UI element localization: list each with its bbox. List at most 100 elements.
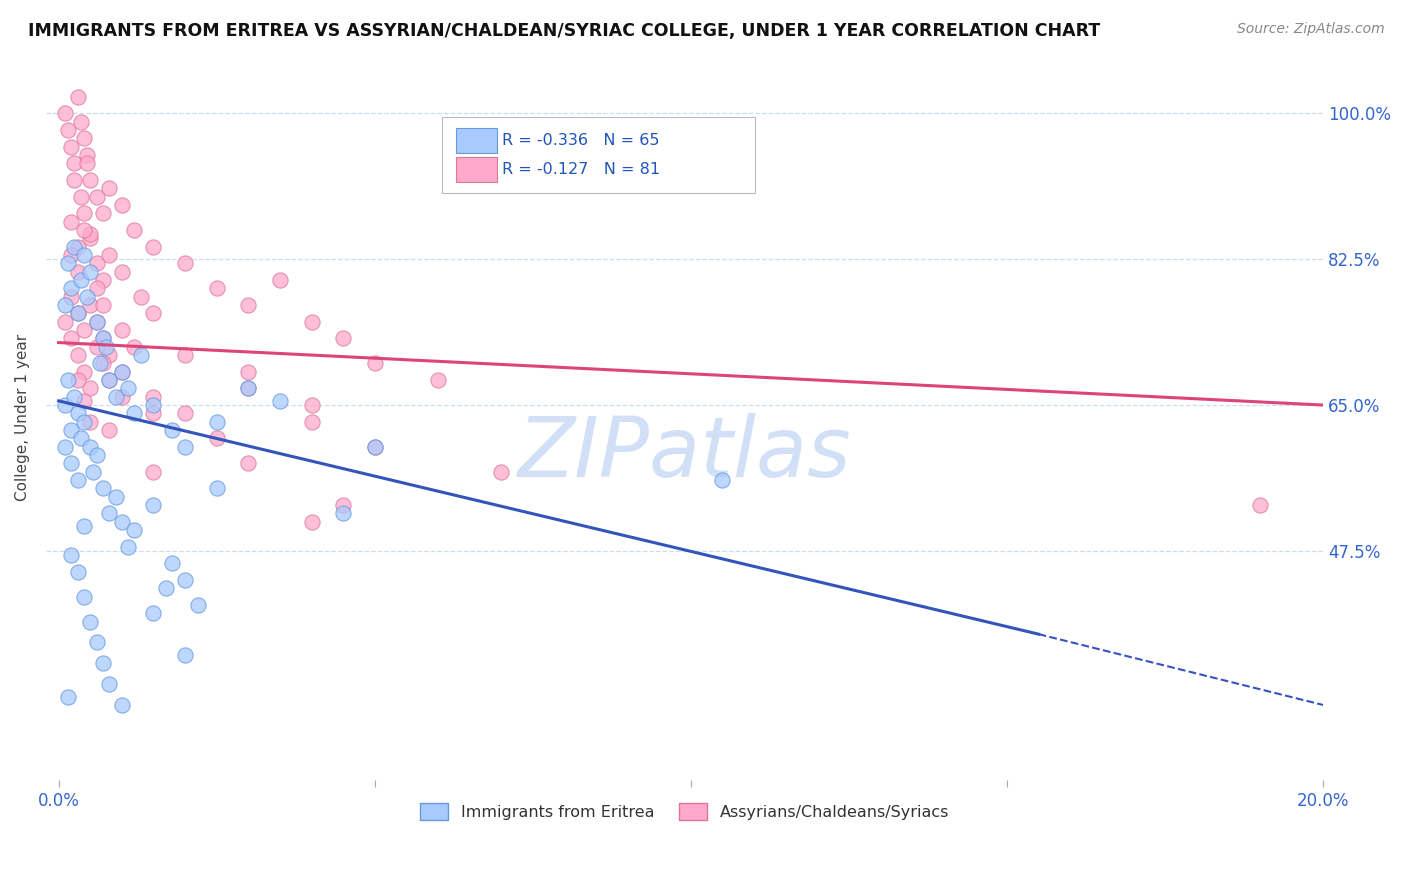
Point (63, 173, 86, 187)
Point (301, 315, 323, 329)
Point (79, 615, 101, 629)
Point (238, 381, 260, 395)
Point (66, 90, 89, 104)
Point (91, 331, 114, 345)
Text: R = -0.127   N = 81: R = -0.127 N = 81 (502, 162, 659, 178)
Point (53, 315, 76, 329)
Point (66, 240, 89, 254)
Text: ZIPatlas: ZIPatlas (517, 413, 852, 494)
Point (73, 590, 96, 604)
Point (76, 290, 98, 304)
Point (205, 415, 228, 429)
Point (98, 348, 121, 362)
Point (79, 298, 101, 312)
Point (69, 190, 91, 204)
Point (53, 440, 76, 454)
Text: Source: ZipAtlas.com: Source: ZipAtlas.com (1237, 22, 1385, 37)
Point (117, 540, 139, 554)
Point (117, 381, 139, 395)
Point (53, 398, 76, 412)
Point (332, 498, 354, 512)
FancyBboxPatch shape (456, 128, 496, 153)
Point (63, 156, 86, 170)
Point (205, 281, 228, 295)
Point (60, 140, 83, 154)
Point (73, 519, 96, 533)
Point (60, 215, 83, 229)
Point (66, 306, 89, 320)
Point (1249, 498, 1271, 512)
Point (124, 223, 146, 237)
Point (269, 273, 291, 287)
Point (79, 440, 101, 454)
Point (76, 156, 98, 170)
Point (205, 431, 228, 445)
Point (56, 373, 79, 387)
Point (142, 398, 165, 412)
Point (98, 677, 121, 691)
Point (69, 115, 91, 129)
Point (91, 481, 114, 495)
Point (63, 240, 86, 254)
Point (53, 106, 76, 120)
Point (174, 256, 197, 270)
Point (364, 440, 387, 454)
Point (129, 290, 152, 304)
Point (98, 181, 121, 195)
Point (427, 373, 450, 387)
Point (142, 498, 165, 512)
Point (73, 415, 96, 429)
Point (111, 323, 134, 337)
Point (69, 431, 91, 445)
Point (79, 173, 101, 187)
Point (91, 356, 114, 370)
Point (86, 448, 108, 462)
Point (162, 557, 184, 571)
Point (174, 406, 197, 420)
Point (79, 265, 101, 279)
FancyBboxPatch shape (441, 117, 755, 193)
Point (79, 227, 101, 242)
Point (79, 231, 101, 245)
Point (91, 657, 114, 671)
Point (364, 440, 387, 454)
Point (73, 223, 96, 237)
Point (79, 381, 101, 395)
Point (124, 406, 146, 420)
Point (238, 365, 260, 379)
Point (187, 598, 209, 612)
FancyBboxPatch shape (456, 157, 496, 182)
Point (89, 356, 111, 370)
Point (56, 256, 79, 270)
Point (60, 248, 83, 262)
Point (60, 331, 83, 345)
Point (205, 481, 228, 495)
Point (301, 398, 323, 412)
Point (111, 365, 134, 379)
Point (142, 240, 165, 254)
Point (98, 423, 121, 437)
Point (238, 298, 260, 312)
Point (73, 323, 96, 337)
Point (73, 393, 96, 408)
Point (66, 373, 89, 387)
Point (60, 423, 83, 437)
Point (91, 206, 114, 220)
Point (98, 373, 121, 387)
Point (79, 415, 101, 429)
Point (489, 465, 512, 479)
Point (124, 340, 146, 354)
Point (111, 365, 134, 379)
Point (155, 582, 177, 596)
Point (142, 406, 165, 420)
Point (86, 190, 108, 204)
Point (301, 515, 323, 529)
Point (174, 648, 197, 662)
Point (73, 206, 96, 220)
Point (174, 573, 197, 587)
Point (364, 356, 387, 370)
Point (53, 298, 76, 312)
Point (86, 281, 108, 295)
Point (111, 265, 134, 279)
Text: IMMIGRANTS FROM ERITREA VS ASSYRIAN/CHALDEAN/SYRIAC COLLEGE, UNDER 1 YEAR CORREL: IMMIGRANTS FROM ERITREA VS ASSYRIAN/CHAL… (28, 22, 1101, 40)
